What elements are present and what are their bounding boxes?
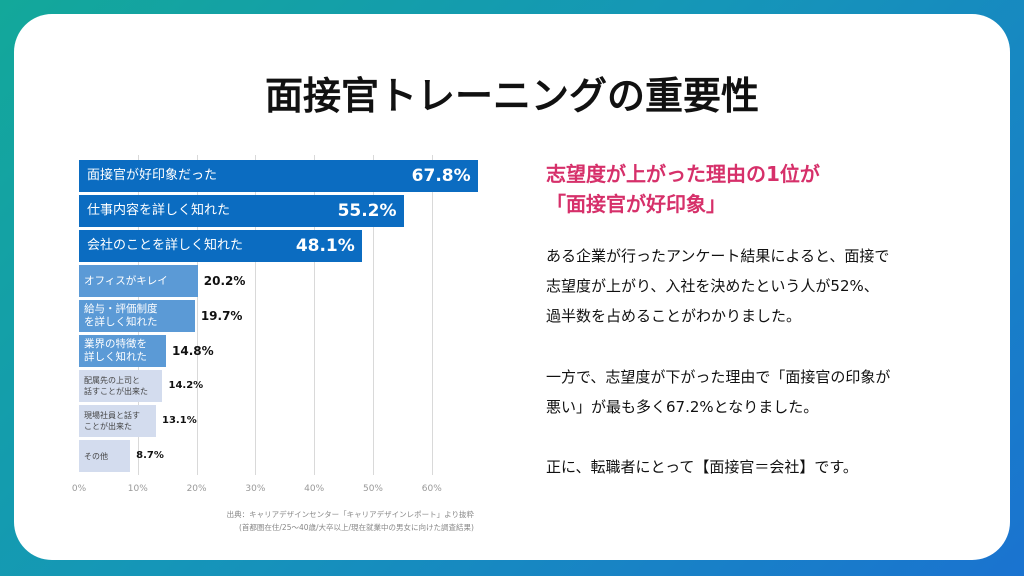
gridline [255, 155, 257, 475]
bar-value-label: 19.7% [200, 309, 243, 323]
bar-label: 業界の特徴を 詳しく知れた [84, 338, 147, 363]
bar-value-label: 48.1% [295, 236, 355, 256]
headline-line-1: 志望度が上がった理由の1位が [546, 162, 820, 186]
bar-label: オフィスがキレイ [84, 274, 168, 287]
x-tick-label: 20% [186, 484, 207, 494]
bar-label: 現場社員と話す ことが出来た [84, 411, 140, 431]
paragraph-1: ある企業が行ったアンケート結果によると、面接で 志望度が上がり、入社を決めたとい… [546, 247, 890, 325]
gridline [314, 155, 316, 475]
bar-label: 面接官が好印象だった [87, 168, 218, 183]
bar [79, 230, 362, 262]
bar [79, 160, 478, 192]
bar-value-label: 20.2% [203, 274, 246, 288]
chart-source: 出典：キャリアデザインセンター「キャリアデザインレポート」より抜粋 [226, 510, 474, 519]
bar-value-label: 55.2% [337, 201, 397, 221]
chart-source-note: (首都圏在住/25〜40歳/大卒以上/現在就業中の男女に向けた調査結果) [238, 523, 474, 532]
bar [79, 300, 195, 332]
paragraph-2: 一方で、志望度が下がった理由で「面接官の印象が 悪い」が最も多く67.2%となり… [546, 368, 891, 416]
bar [79, 405, 157, 437]
slide-title: 面接官トレーニングの重要性 [264, 74, 759, 118]
x-tick-label: 30% [245, 484, 266, 494]
gridline [373, 155, 374, 475]
bar [79, 265, 198, 297]
x-tick-label: 40% [304, 484, 325, 494]
x-tick-label: 60% [421, 484, 442, 494]
paragraph-3: 正に、転職者にとって【面接官＝会社】です。 [546, 458, 858, 476]
bar-value-label: 13.1% [162, 415, 197, 426]
x-tick-label: 10% [127, 484, 148, 494]
bar-label: その他 [84, 451, 108, 461]
bar-label: 給与・評価制度 を詳しく知れた [84, 303, 158, 328]
x-tick-label: 50% [362, 484, 383, 494]
bar [79, 335, 167, 367]
bar-value-label: 8.7% [136, 450, 164, 461]
bar-label: 会社のことを詳しく知れた [87, 238, 244, 253]
bar-label: 仕事内容を詳しく知れた [87, 203, 231, 218]
headline-line-2: 「面接官が好印象」 [546, 192, 726, 216]
bar-label: 配属先の上司と 話すことが出来た [84, 376, 148, 396]
x-tick-label: 0% [71, 484, 87, 494]
bar [79, 195, 404, 227]
bar [79, 440, 131, 472]
bar-value-label: 14.2% [168, 380, 204, 391]
bar [79, 370, 163, 402]
gridline [196, 155, 198, 475]
bar-value-label: 67.8% [411, 166, 471, 186]
gridline [431, 155, 433, 475]
bar-value-label: 14.8% [172, 344, 214, 358]
